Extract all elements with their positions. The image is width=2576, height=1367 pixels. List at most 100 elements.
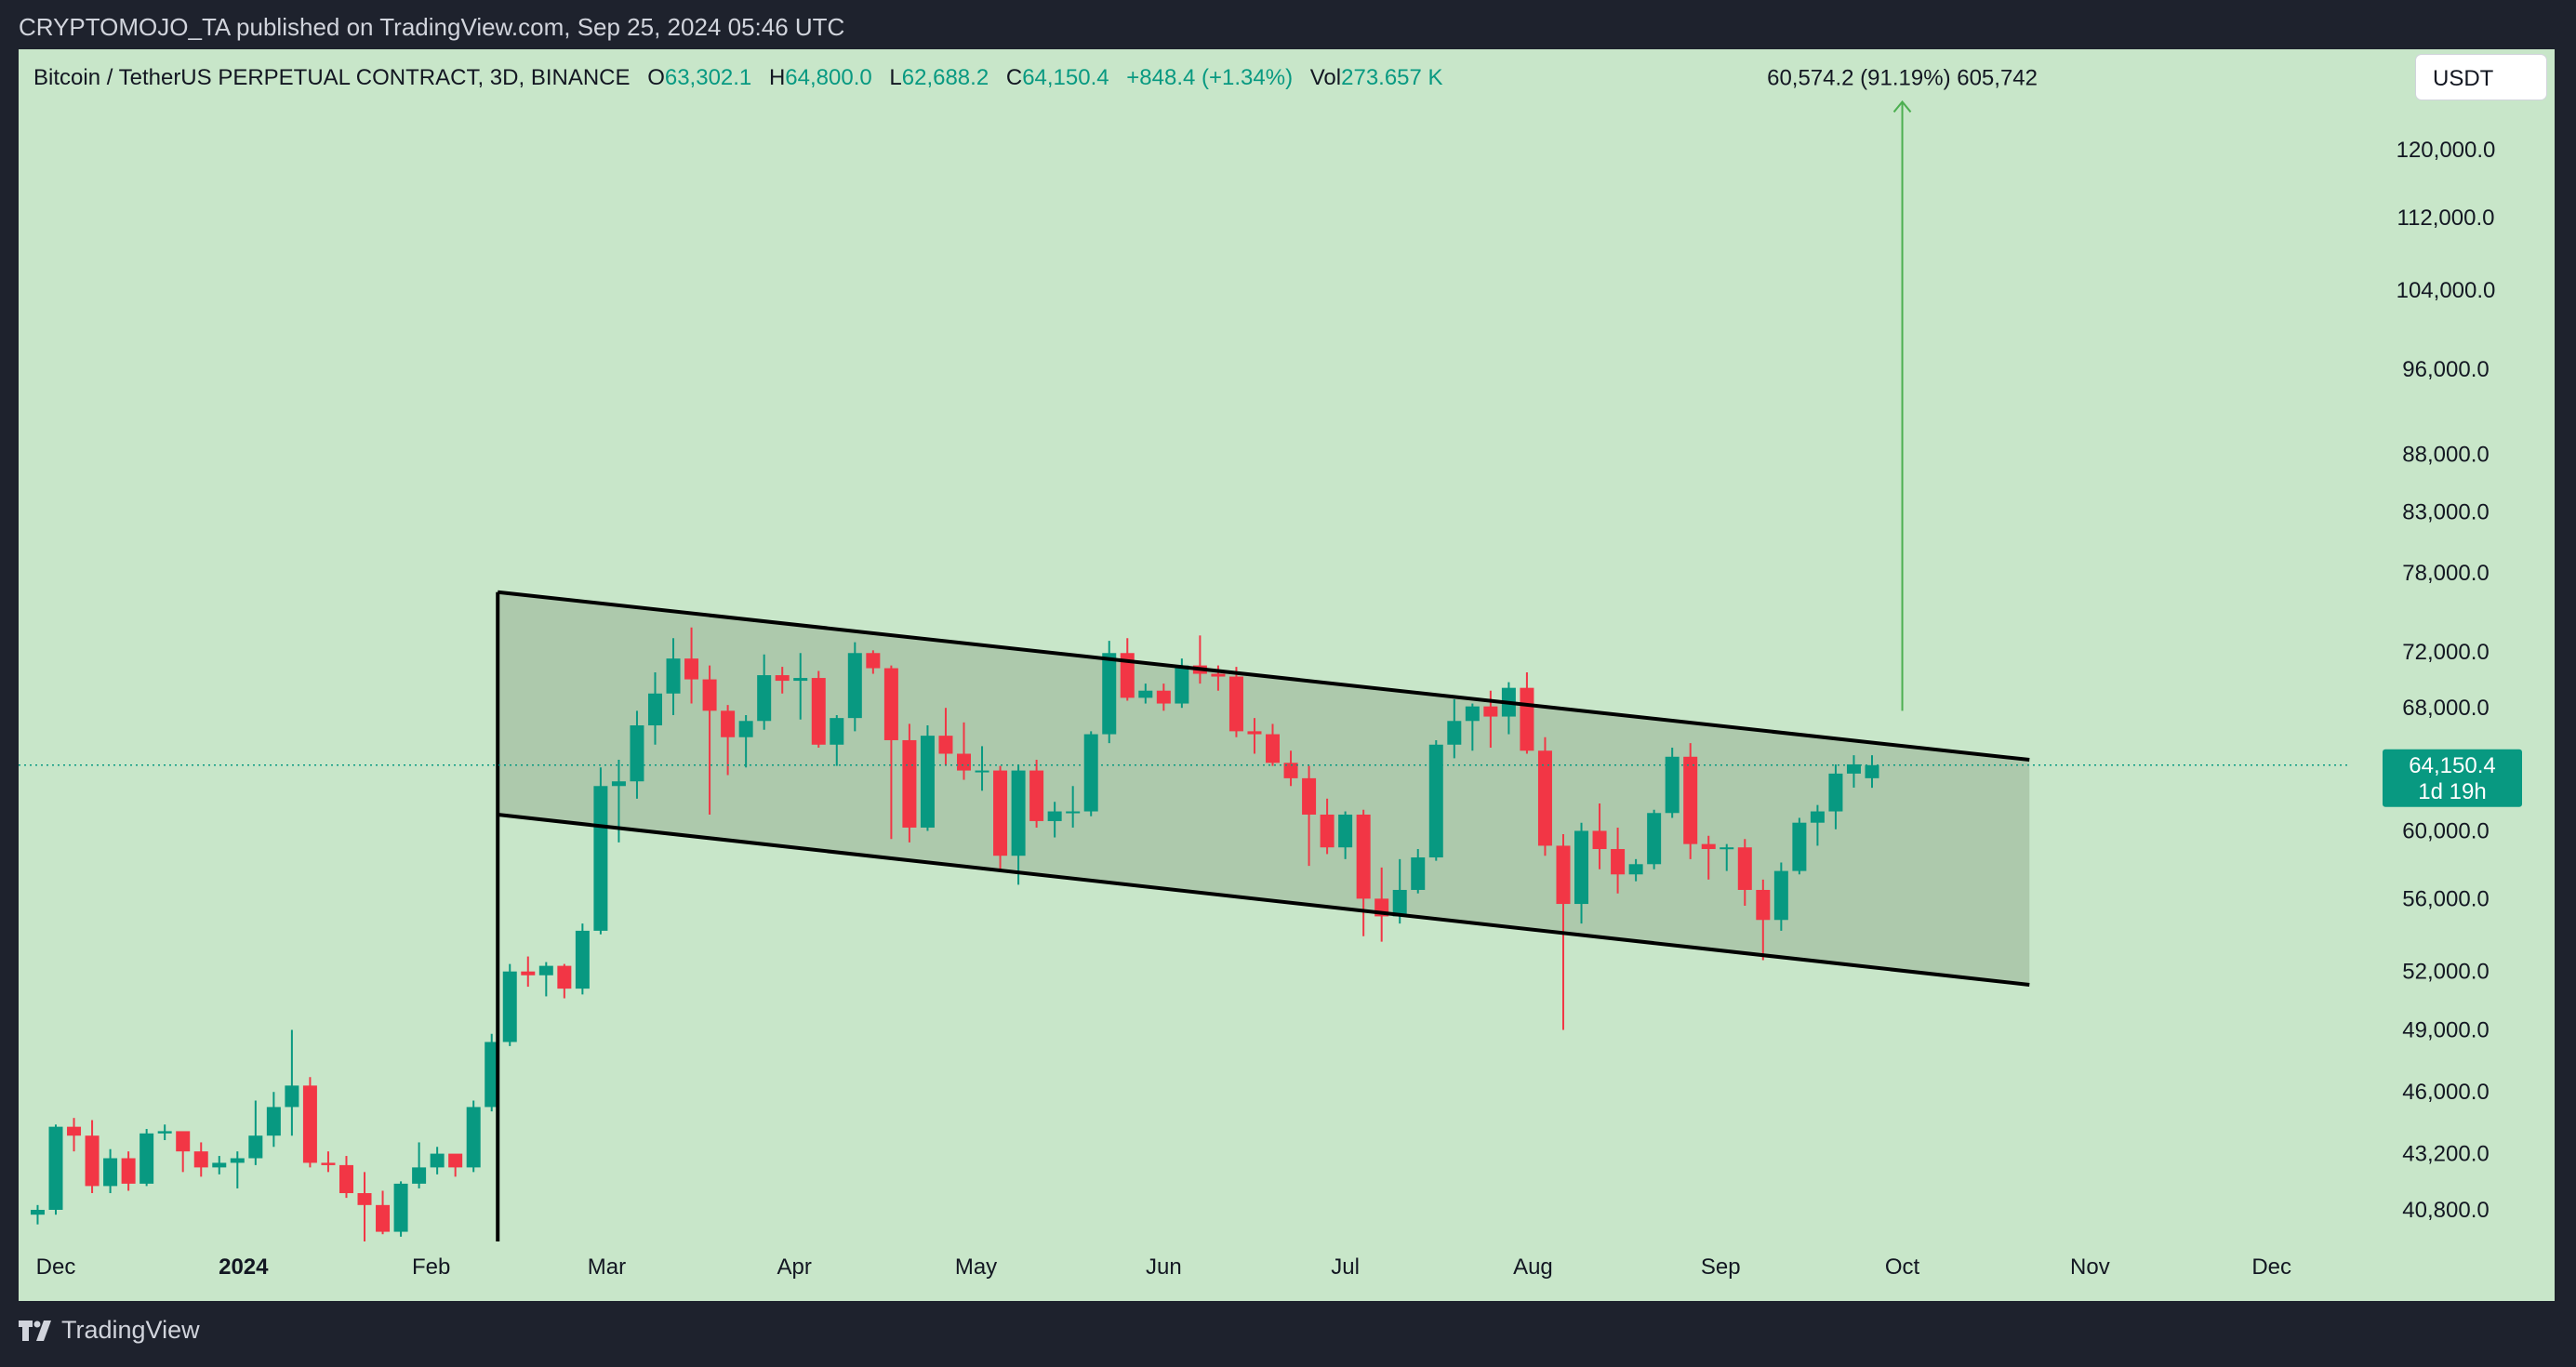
candle-up xyxy=(1011,763,1026,885)
price-tick-label: 88,000.0 xyxy=(2402,443,2489,468)
time-tick-label: Dec xyxy=(36,1254,76,1280)
open-label: O xyxy=(647,65,665,90)
candle-body xyxy=(866,653,881,669)
close-label: C xyxy=(1005,65,1023,90)
candle-body xyxy=(176,1131,191,1152)
time-tick-label: Jul xyxy=(1331,1254,1360,1280)
candle-up xyxy=(1083,731,1098,816)
candle-body xyxy=(1175,665,1189,704)
candle-up xyxy=(412,1142,427,1188)
candle-body xyxy=(121,1158,136,1184)
volume-value: 273.657 K xyxy=(1341,65,1443,90)
candle-body xyxy=(847,653,862,719)
candlestick-chart[interactable]: 60,574.2 (91.19%) 605,742 120,000.0 112,00… xyxy=(19,49,2555,1301)
candle-down xyxy=(448,1153,463,1177)
candle-body xyxy=(1737,847,1752,890)
plot-background xyxy=(19,49,2555,1301)
price-tick-label: 56,000.0 xyxy=(2402,886,2489,911)
currency-button[interactable]: USDT xyxy=(2416,55,2546,100)
price-tick-label: 72,000.0 xyxy=(2402,640,2489,665)
candle-up xyxy=(1411,849,1426,894)
candle-body xyxy=(466,1107,481,1168)
candle-down xyxy=(1029,760,1044,828)
candle-body xyxy=(412,1167,427,1184)
candle-body xyxy=(575,930,590,989)
candle-down xyxy=(1283,750,1298,787)
candle-up xyxy=(157,1124,172,1141)
candle-up xyxy=(48,1124,63,1215)
chart-pane[interactable]: 60,574.2 (91.19%) 605,742 120,000.0 112,00… xyxy=(19,49,2555,1301)
candle-up xyxy=(1392,858,1407,924)
candle-body xyxy=(357,1193,372,1205)
candle-down xyxy=(1683,743,1698,859)
candle-up xyxy=(757,654,772,730)
time-tick-label: Sep xyxy=(1701,1254,1741,1280)
candle-up xyxy=(1102,641,1117,744)
footer: TradingView xyxy=(19,1316,200,1345)
candle-up xyxy=(1792,817,1807,875)
candle-up xyxy=(1428,739,1443,861)
candle-body xyxy=(67,1126,82,1136)
candle-down xyxy=(67,1118,82,1152)
candle-down xyxy=(902,723,917,843)
price-tick-label: 40,800.0 xyxy=(2402,1198,2489,1223)
candle-body xyxy=(1211,673,1226,677)
candle-down xyxy=(357,1172,372,1242)
last-price-value: 64,150.4 xyxy=(2409,753,2495,778)
price-tick-label: 60,000.0 xyxy=(2402,818,2489,843)
brand-name[interactable]: TradingView xyxy=(61,1316,200,1344)
candle-body xyxy=(448,1153,463,1168)
candle-down xyxy=(721,705,736,776)
price-tick-label: 83,000.0 xyxy=(2402,500,2489,525)
candle-up xyxy=(248,1100,263,1165)
time-tick-label: Feb xyxy=(412,1254,450,1280)
candle-down xyxy=(193,1142,208,1177)
tradingview-logo-icon[interactable] xyxy=(19,1320,54,1341)
candle-body xyxy=(1483,706,1498,717)
candle-body xyxy=(521,971,536,975)
high-label: H xyxy=(768,65,786,90)
open-value: 63,302.1 xyxy=(664,65,752,90)
time-tick-label: May xyxy=(955,1254,997,1280)
candle-body xyxy=(1792,822,1807,871)
candle-body xyxy=(902,739,917,828)
candle-body xyxy=(811,678,826,745)
candle-body xyxy=(1283,763,1298,778)
candle-body xyxy=(938,736,953,754)
candle-body xyxy=(1428,744,1443,858)
candle-body xyxy=(103,1158,118,1187)
candle-body xyxy=(1865,764,1879,778)
symbol-title[interactable]: Bitcoin / TetherUS PERPETUAL CONTRACT, 3… xyxy=(33,65,631,90)
change-value: +848.4 (+1.34%) xyxy=(1126,65,1294,90)
candle-down xyxy=(1356,809,1371,936)
candle-up xyxy=(575,923,590,995)
candle-body xyxy=(248,1135,263,1159)
candle-up xyxy=(139,1129,154,1187)
candle-up xyxy=(212,1156,227,1175)
candle-body xyxy=(793,678,808,682)
candle-down xyxy=(339,1156,353,1199)
candle-up xyxy=(502,963,517,1046)
candle-down xyxy=(176,1131,191,1173)
close-value: 64,150.4 xyxy=(1022,65,1109,90)
candle-up xyxy=(1773,862,1788,931)
candle-body xyxy=(1611,849,1626,875)
candle-body xyxy=(721,710,736,737)
candle-down xyxy=(557,963,572,999)
candle-down xyxy=(1701,835,1716,880)
candle-body xyxy=(1302,777,1317,815)
candle-body xyxy=(393,1183,408,1232)
candle-body xyxy=(1520,687,1534,751)
time-tick-label: Apr xyxy=(777,1254,812,1280)
candle-up xyxy=(830,714,844,766)
candle-body xyxy=(611,781,626,787)
candle-down xyxy=(775,667,790,694)
candle-body xyxy=(212,1162,227,1168)
candle-body xyxy=(376,1204,391,1232)
candle-body xyxy=(30,1210,45,1215)
candle-body xyxy=(830,718,844,745)
candle-body xyxy=(1083,734,1098,812)
price-tick-label: 104,000.0 xyxy=(2397,278,2496,303)
measure-arrow-head xyxy=(1892,100,1912,113)
candle-down xyxy=(1266,723,1281,766)
